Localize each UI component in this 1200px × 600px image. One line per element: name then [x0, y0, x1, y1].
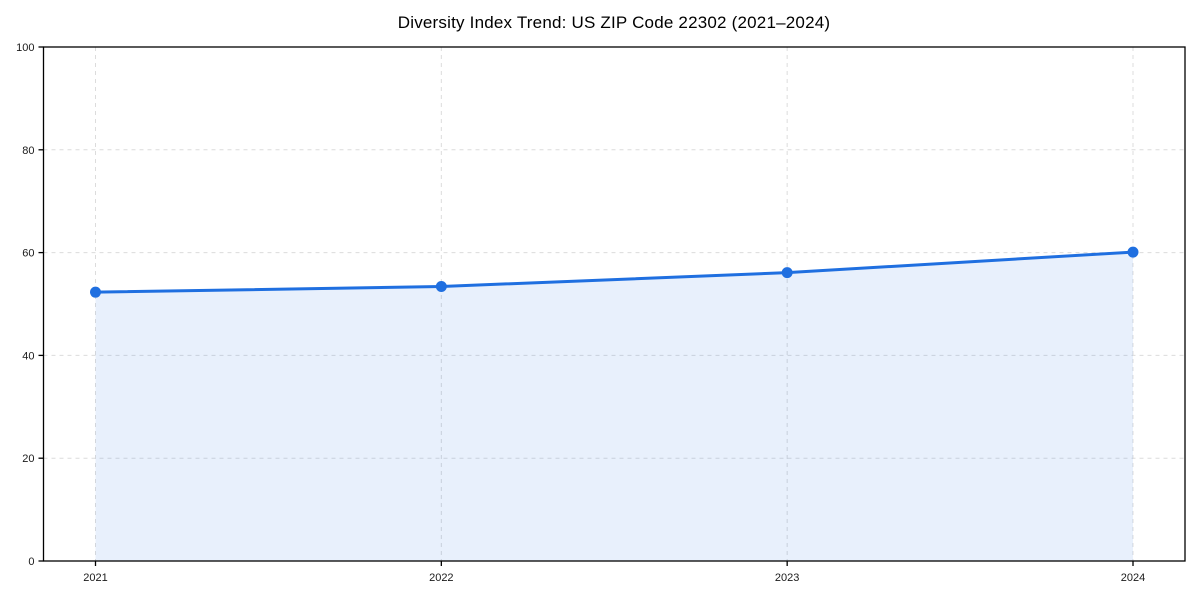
y-tick-label: 80	[22, 145, 34, 157]
x-tick-label: 2021	[83, 572, 107, 584]
data-point-2024	[1127, 246, 1139, 258]
chart-title: Diversity Index Trend: US ZIP Code 22302…	[397, 13, 831, 32]
y-tick-label: 20	[22, 453, 34, 465]
plot-border	[42, 46, 1186, 562]
data-point-2023	[781, 267, 793, 279]
x-tick-label: 2024	[1121, 572, 1145, 584]
y-tick-label: 40	[22, 350, 34, 362]
data-point-2022	[435, 281, 447, 293]
x-tick-label: 2023	[775, 572, 799, 584]
trend-line	[94, 250, 1135, 294]
data-point-2021	[90, 286, 101, 298]
x-tick-label: 2022	[429, 572, 453, 584]
y-tick-label: 60	[22, 248, 34, 260]
y-tick-label: 100	[16, 42, 34, 54]
area-fill	[95, 252, 1133, 561]
y-tick-label: 0	[28, 556, 34, 568]
